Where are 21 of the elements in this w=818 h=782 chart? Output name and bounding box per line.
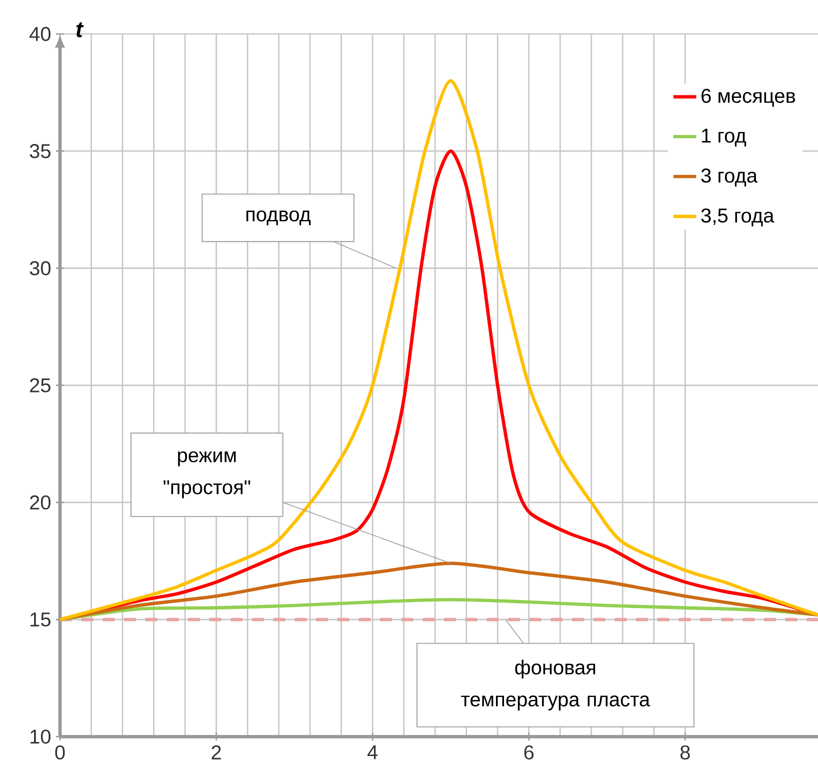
annotation: подвод [246,210,311,226]
y-tick-label: 25 [30,378,50,393]
y-tick-label: 20 [30,496,50,510]
annotation: фоновая температура пласта [461,660,650,711]
x-tick-label: 4 [367,746,378,760]
legend-label: 1 год [702,128,746,147]
x-tick-label: 0 [55,746,65,760]
legend-label: 3,5 года [701,208,774,227]
y-axis-title: t [76,22,84,38]
annotation: режим "простоя" [164,452,250,498]
legend-label: 3 года [701,168,758,187]
y-tick-label: 35 [30,144,50,158]
x-tick-label: 2 [212,746,221,760]
x-tick-label: 8 [680,746,690,760]
line-series [60,562,818,622]
y-tick-label: 30 [30,261,50,276]
legend-label: 6 месяцев [702,88,796,107]
y-tick-label: 10 [30,730,50,744]
y-tick-label: 15 [30,612,50,627]
x-tick-label: 6 [524,746,534,760]
y-tick-label: 40 [30,27,50,42]
